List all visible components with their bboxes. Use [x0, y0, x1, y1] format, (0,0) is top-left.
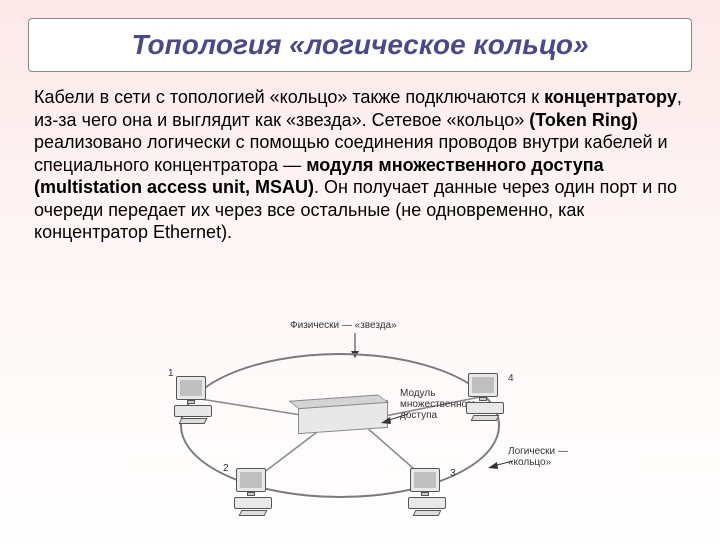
pc-label-4: 4 [508, 373, 514, 384]
logical-ring-label: Логически — «кольцо» [508, 446, 568, 468]
text-run-1: Кабели в сети с топологией «кольцо» такж… [34, 87, 544, 107]
pc-node-4 [462, 373, 508, 419]
pc-node-3 [404, 468, 450, 514]
topology-diagram: Физически — «звезда» Модуль множественно… [150, 318, 570, 548]
star-connections [150, 318, 570, 548]
arrow-hub-icon [378, 411, 408, 426]
pc-node-1 [170, 376, 216, 422]
body-paragraph: Кабели в сети с топологией «кольцо» такж… [34, 86, 686, 244]
arrow-logical-icon [485, 458, 515, 473]
slide-title: Топология «логическое кольцо» [45, 29, 675, 61]
title-container: Топология «логическое кольцо» [28, 18, 692, 72]
pc-label-3: 3 [450, 468, 456, 479]
bold-2: (Token Ring) [529, 110, 638, 130]
pc-node-2 [230, 468, 276, 514]
pc-label-1: 1 [168, 368, 174, 379]
pc-label-2: 2 [223, 463, 229, 474]
bold-1: концентратору [544, 87, 677, 107]
